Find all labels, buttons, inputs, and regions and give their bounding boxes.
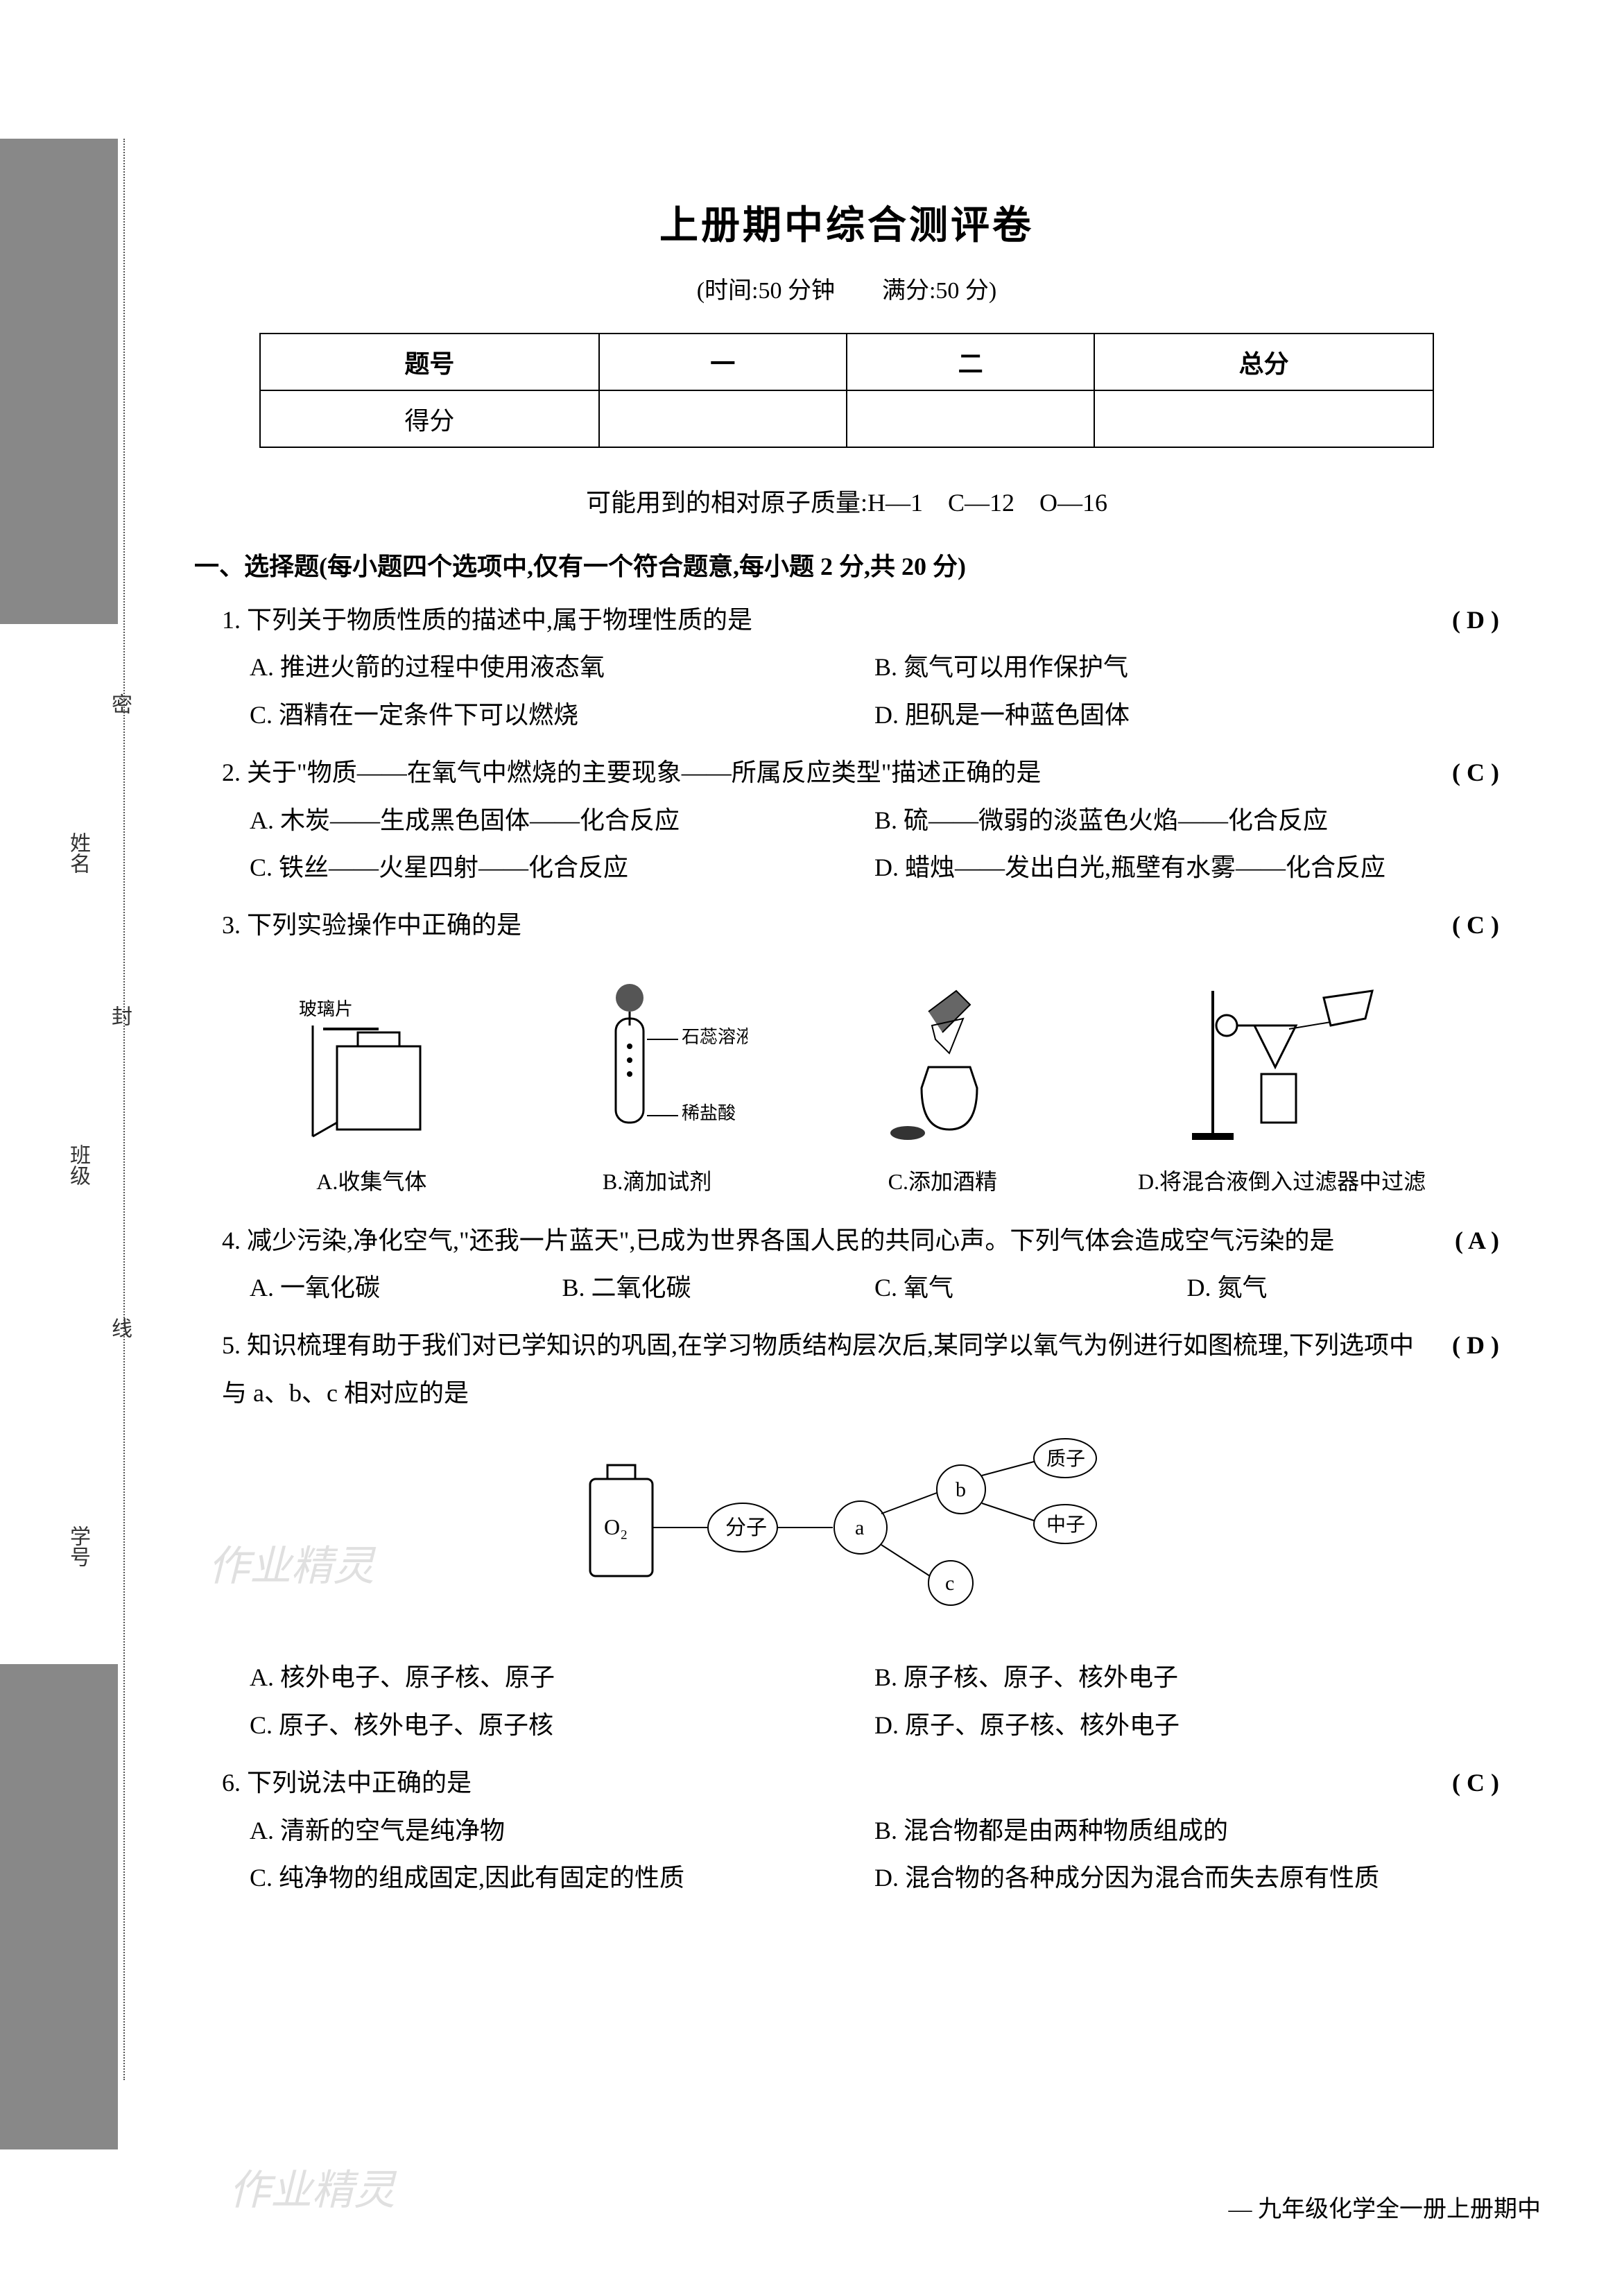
option: A. 木炭——生成黑色固体——化合反应 [250,797,874,844]
svg-text:分子: 分子 [725,1516,767,1539]
exam-page: 学号 线 班级 封 姓名 密 上册期中综合测评卷 (时间:50 分钟 满分:50… [0,0,1624,2293]
answer: ( D ) [1452,596,1499,643]
binding-label: 班级 [62,1144,93,1186]
svg-text:a: a [855,1516,864,1539]
option: B. 二氧化碳 [562,1264,875,1311]
svg-text:玻璃片: 玻璃片 [299,999,353,1019]
q-stem: 4. 减少污染,净化空气,"还我一片蓝天",已成为世界各国人民的共同心声。下列气… [222,1217,1441,1264]
figure-label: A.收集气体 [295,1161,448,1203]
option: D. 混合物的各种成分因为混合而失去原有性质 [874,1854,1499,1901]
q-num: 6. [222,1769,241,1797]
option: A. 核外电子、原子核、原子 [250,1654,874,1701]
option: A. 一氧化碳 [250,1264,562,1311]
option: D. 氮气 [1187,1264,1500,1311]
exam-subtitle: (时间:50 分钟 满分:50 分) [194,271,1499,305]
q-stem: 2. 关于"物质——在氧气中燃烧的主要现象——所属反应类型"描述正确的是 [222,749,1438,796]
svg-text:质子: 质子 [1046,1448,1085,1470]
q-text: 减少污染,净化空气,"还我一片蓝天",已成为世界各国人民的共同心声。下列气体会造… [247,1227,1334,1254]
option: B. 氮气可以用作保护气 [874,643,1499,691]
q-stem: 6. 下列说法中正确的是 [222,1759,1438,1806]
option: C. 原子、核外电子、原子核 [250,1702,874,1749]
answer: ( C ) [1452,901,1499,949]
page-footer: — 九年级化学全一册上册期中 [1229,2190,1541,2224]
figure-c: C.添加酒精 [866,970,1019,1203]
dropper-icon: 石蕊溶液 稀盐酸 [567,977,748,1143]
option: D. 胆矾是一种蓝色固体 [874,691,1499,738]
question-6: 6. 下列说法中正确的是 ( C ) A. 清新的空气是纯净物 B. 混合物都是… [194,1759,1499,1901]
answer: ( A ) [1455,1217,1499,1264]
alcohol-lamp-icon [866,977,1019,1143]
q-text: 下列说法中正确的是 [247,1769,472,1797]
option: B. 硫——微弱的淡蓝色火焰——化合反应 [874,797,1499,844]
binding-label: 密 [104,693,135,714]
score-table: 题号 一 二 总分 得分 [259,333,1434,448]
q-text: 下列实验操作中正确的是 [247,911,521,939]
filter-icon [1171,977,1393,1143]
q-num: 5. [222,1331,241,1359]
binding-strip: 学号 线 班级 封 姓名 密 [83,139,125,2080]
binding-label: 封 [104,1005,135,1026]
answer: ( C ) [1452,749,1499,796]
figure-label: B.滴加试剂 [567,1161,748,1203]
option: A. 推进火箭的过程中使用液态氧 [250,643,874,691]
option: C. 氧气 [874,1264,1187,1311]
figure-a: 玻璃片 A.收集气体 [295,970,448,1203]
q-num: 4. [222,1227,241,1254]
td [599,390,847,447]
q-num: 3. [222,911,241,939]
question-5: 5. 知识梳理有助于我们对已学知识的巩固,在学习物质结构层次后,某同学以氧气为例… [194,1322,1499,1749]
svg-text:O₂: O₂ [604,1514,628,1539]
binding-label: 线 [104,1317,135,1338]
option: C. 酒精在一定条件下可以燃烧 [250,691,874,738]
svg-text:稀盐酸: 稀盐酸 [682,1103,736,1123]
option: B. 混合物都是由两种物质组成的 [874,1807,1499,1854]
option: B. 原子核、原子、核外电子 [874,1654,1499,1701]
structure-diagram: O₂ 分子 a b c 质子 [222,1437,1499,1633]
figure-d: D.将混合液倒入过滤器中过滤 [1138,970,1426,1203]
answer: ( C ) [1452,1759,1499,1806]
q-num: 1. [222,606,241,634]
td: 得分 [260,390,599,447]
table-row: 题号 一 二 总分 [260,334,1433,390]
svg-text:b: b [956,1478,966,1501]
question-2: 2. 关于"物质——在氧气中燃烧的主要现象——所属反应类型"描述正确的是 ( C… [194,749,1499,891]
question-3: 3. 下列实验操作中正确的是 ( C ) 玻璃片 A.收集气体 [194,901,1499,1202]
td [1094,390,1433,447]
th: 二 [847,334,1094,390]
question-1: 1. 下列关于物质性质的描述中,属于物理性质的是 ( D ) A. 推进火箭的过… [194,596,1499,738]
q-stem: 1. 下列关于物质性质的描述中,属于物理性质的是 [222,596,1438,643]
q-text: 下列关于物质性质的描述中,属于物理性质的是 [247,606,752,634]
option: A. 清新的空气是纯净物 [250,1807,874,1854]
th: 题号 [260,334,599,390]
binding-label: 姓名 [62,832,93,874]
figures-row: 玻璃片 A.收集气体 石蕊溶液 [222,970,1499,1203]
question-4: 4. 减少污染,净化空气,"还我一片蓝天",已成为世界各国人民的共同心声。下列气… [194,1217,1499,1312]
th: 总分 [1094,334,1433,390]
svg-text:中子: 中子 [1046,1514,1085,1536]
figure-label: D.将混合液倒入过滤器中过滤 [1138,1161,1426,1203]
option: C. 纯净物的组成固定,因此有固定的性质 [250,1854,874,1901]
option: D. 蜡烛——发出白光,瓶壁有水雾——化合反应 [874,844,1499,891]
option: D. 原子、原子核、核外电子 [874,1702,1499,1749]
figure-label: C.添加酒精 [866,1161,1019,1203]
q-text: 知识梳理有助于我们对已学知识的巩固,在学习物质结构层次后,某同学以氧气为例进行如… [222,1331,1414,1406]
gas-collection-icon: 玻璃片 [295,977,448,1143]
q-num: 2. [222,759,241,786]
figure-b: 石蕊溶液 稀盐酸 B.滴加试剂 [567,970,748,1203]
q-text: 关于"物质——在氧气中燃烧的主要现象——所属反应类型"描述正确的是 [247,759,1041,786]
table-row: 得分 [260,390,1433,447]
td [847,390,1094,447]
atomic-mass-info: 可能用到的相对原子质量:H—1 C—12 O—16 [194,483,1499,519]
q-stem: 5. 知识梳理有助于我们对已学知识的巩固,在学习物质结构层次后,某同学以氧气为例… [222,1322,1438,1417]
binding-label: 学号 [62,1525,93,1567]
svg-text:c: c [945,1572,954,1595]
exam-title: 上册期中综合测评卷 [194,194,1499,250]
svg-text:石蕊溶液: 石蕊溶液 [682,1027,748,1047]
answer: ( D ) [1452,1322,1499,1369]
q-stem: 3. 下列实验操作中正确的是 [222,901,1438,949]
section-header: 一、选择题(每小题四个选项中,仅有一个符合题意,每小题 2 分,共 20 分) [194,546,1499,582]
th: 一 [599,334,847,390]
watermark: 作业精灵 [229,2156,395,2217]
option: C. 铁丝——火星四射——化合反应 [250,844,874,891]
